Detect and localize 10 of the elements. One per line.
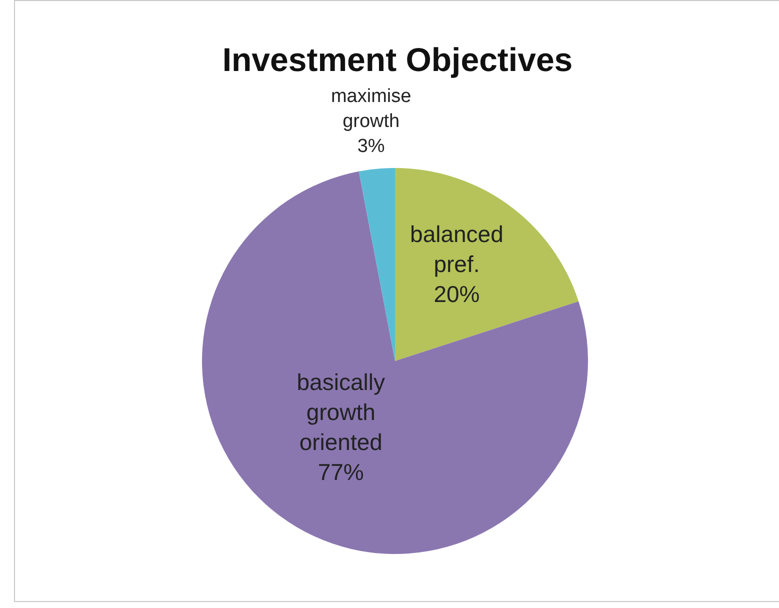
data-label: 3% — [357, 136, 385, 157]
slice-label: maximise growth — [330, 86, 412, 132]
slice-label: balanced pref. — [410, 220, 504, 277]
data-label: 77% — [318, 459, 364, 486]
pie-slice — [358, 168, 395, 361]
slice-label: basically growth oriented — [296, 369, 386, 456]
data-label: 20% — [434, 280, 480, 307]
chart-title: Investment Objectives — [221, 41, 574, 79]
pie-slice — [202, 171, 588, 554]
pie-slice — [395, 168, 579, 361]
